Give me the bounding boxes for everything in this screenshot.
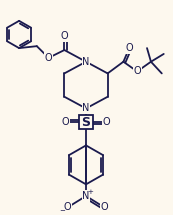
- Text: O: O: [101, 202, 108, 212]
- Text: O: O: [62, 117, 69, 127]
- Text: S: S: [81, 115, 90, 129]
- Text: O: O: [103, 117, 111, 127]
- Text: −: −: [60, 208, 65, 214]
- Text: O: O: [125, 43, 133, 53]
- Text: N: N: [82, 191, 90, 201]
- Text: N: N: [82, 57, 90, 67]
- FancyBboxPatch shape: [79, 115, 93, 129]
- Text: N: N: [82, 103, 90, 114]
- Text: O: O: [133, 66, 141, 77]
- Text: O: O: [63, 202, 71, 212]
- Text: +: +: [87, 189, 93, 195]
- Text: O: O: [61, 31, 68, 41]
- Text: O: O: [45, 53, 52, 63]
